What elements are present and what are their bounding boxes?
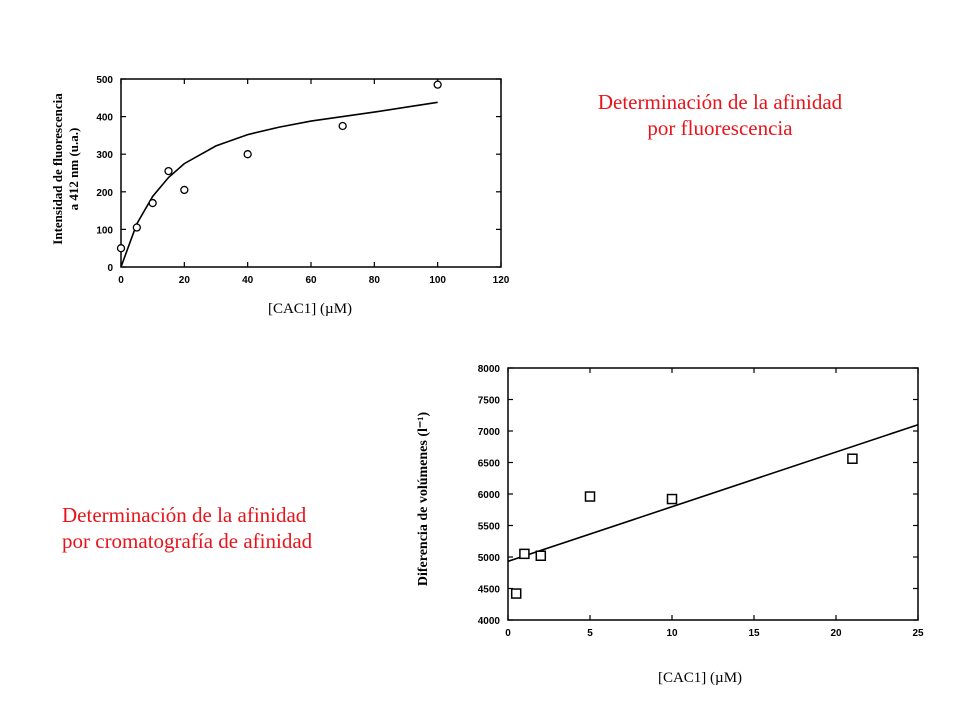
chromatography-data-point bbox=[510, 588, 522, 599]
chromatography-x-tick-label: 10 bbox=[666, 628, 678, 639]
chromatography-data-point bbox=[666, 493, 678, 505]
chromatography-plot: 0 5 10 15 20 25 4000 4500 5000 5500 6000 6500 7000 75… bbox=[478, 364, 924, 639]
chromatography-y-tick-label: 7000 bbox=[478, 427, 501, 438]
caption-chromatography-line2: por cromatografía de afinidad bbox=[62, 529, 313, 553]
chromatography-y-tick-label: 4500 bbox=[478, 585, 501, 596]
fluorescence-data-point bbox=[243, 150, 252, 159]
caption-fluorescence-line1: Determinación de la afinidad bbox=[597, 90, 843, 114]
fluorescence-x-tick-label: 120 bbox=[493, 275, 510, 286]
fluorescence-data-point bbox=[116, 244, 126, 253]
fluorescence-y-axis-label-line1: Intensidad de fluorescencia bbox=[50, 93, 65, 245]
chromatography-y-tick-label: 6500 bbox=[478, 459, 501, 470]
chromatography-data-point bbox=[535, 550, 547, 561]
chromatography-y-axis-label: Diferencia de volúmenes (l⁻¹) bbox=[416, 411, 431, 587]
caption-fluorescence: Determinación de la afinidad por fluores… bbox=[540, 89, 900, 141]
chromatography-x-tick-label: 5 bbox=[587, 628, 593, 639]
fluorescence-data-point bbox=[180, 185, 189, 195]
chromatography-y-tick-label: 7500 bbox=[478, 396, 501, 407]
chromatography-x-tick-label: 0 bbox=[505, 628, 511, 639]
fluorescence-fit-line bbox=[120, 101, 438, 268]
chromatography-y-tick-label: 8000 bbox=[478, 364, 501, 375]
fluorescence-x-tick-label: 40 bbox=[242, 275, 254, 286]
fluorescence-x-tick-label: 80 bbox=[369, 275, 381, 286]
chromatography-y-tick-label: 6000 bbox=[478, 490, 501, 501]
fluorescence-y-tick-label: 100 bbox=[96, 225, 113, 236]
fluorescence-frame bbox=[120, 78, 502, 268]
chromatography-data-point bbox=[519, 548, 530, 560]
fluorescence-y-tick-label: 200 bbox=[96, 188, 113, 199]
fluorescence-x-tick-label: 20 bbox=[179, 275, 191, 286]
fluorescence-x-axis-label: [CAC1] (µM) bbox=[267, 301, 353, 317]
fluorescence-data-point bbox=[148, 198, 157, 208]
fluorescence-data-point bbox=[433, 80, 442, 89]
chromatography-fit-line bbox=[507, 423, 919, 563]
caption-chromatography-line1: Determinación de la afinidad bbox=[62, 503, 307, 527]
fluorescence-x-tick-label: 100 bbox=[429, 275, 446, 286]
chromatography-data-point bbox=[584, 491, 596, 502]
fluorescence-y-tick-label: 400 bbox=[96, 113, 113, 124]
fluorescence-data-point bbox=[164, 166, 173, 176]
caption-fluorescence-line2: por fluorescencia bbox=[647, 116, 793, 140]
fluorescence-y-tick-label: 300 bbox=[96, 150, 113, 161]
fluorescence-y-tick-label: 500 bbox=[96, 75, 113, 86]
chromatography-x-tick-label: 15 bbox=[748, 628, 760, 639]
chromatography-x-tick-label: 25 bbox=[912, 628, 924, 639]
fluorescence-data-point bbox=[132, 223, 141, 232]
fluorescence-x-tick-label: 0 bbox=[118, 275, 124, 286]
fluorescence-y-axis-label-line2: a 412 nm (u.a.) bbox=[66, 127, 81, 211]
fluorescence-plot: 0 20 40 60 80 100 120 0 100 200 300 400 500 bbox=[96, 75, 509, 286]
chromatography-data-point bbox=[847, 453, 858, 464]
fluorescence-x-tick-label: 60 bbox=[305, 275, 317, 286]
chromatography-x-axis-label: [CAC1] (µM) bbox=[657, 670, 743, 686]
fluorescence-y-axis-label: Intensidad de fluorescencia a 412 nm (u.… bbox=[50, 49, 84, 289]
chromatography-x-tick-label: 20 bbox=[830, 628, 842, 639]
fluorescence-data-point bbox=[338, 121, 347, 131]
caption-chromatography: Determinación de la afinidad por cromato… bbox=[62, 502, 372, 554]
chromatography-y-tick-label: 5500 bbox=[478, 522, 501, 533]
chromatography-y-tick-label: 5000 bbox=[478, 553, 501, 564]
chromatography-y-tick-label: 4000 bbox=[478, 616, 501, 627]
chromatography-frame bbox=[507, 367, 919, 621]
fluorescence-y-tick-label: 0 bbox=[107, 263, 113, 274]
